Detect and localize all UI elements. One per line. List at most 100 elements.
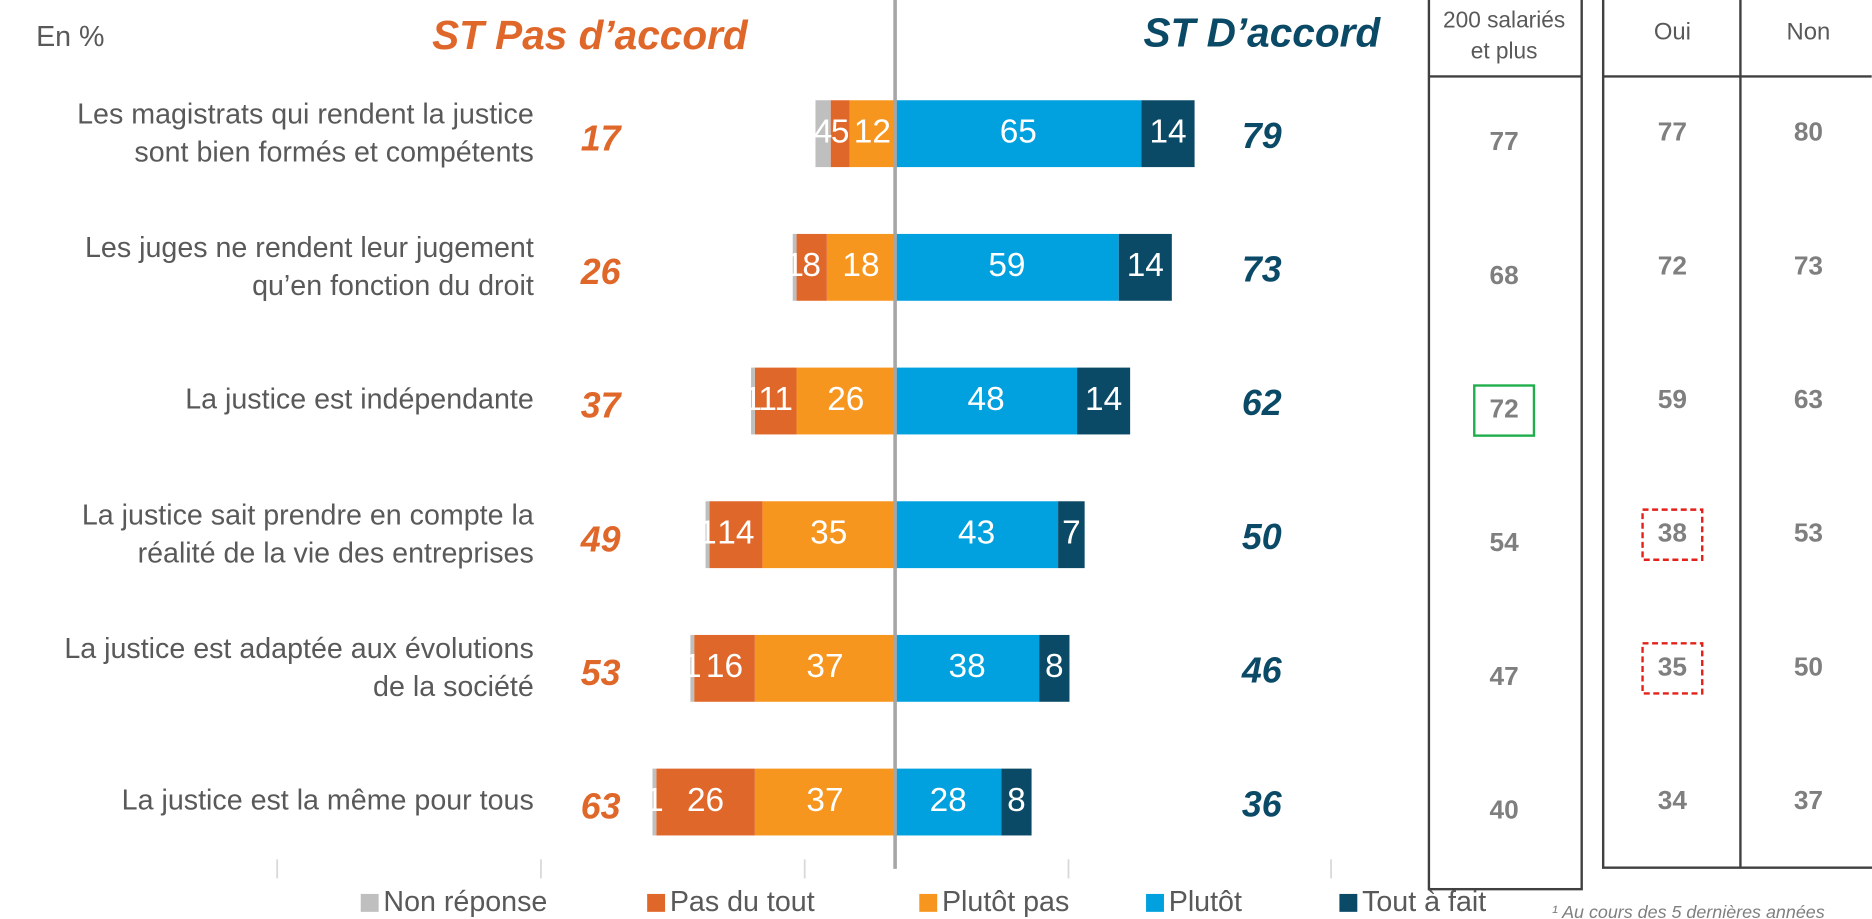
bar-segment bbox=[1001, 768, 1032, 836]
category-label: La justice sait prendre en compte la bbox=[82, 499, 534, 531]
bar-segment bbox=[830, 100, 850, 168]
right-total: 46 bbox=[1241, 651, 1283, 691]
bar-segment bbox=[1058, 501, 1085, 569]
table-value: 72 bbox=[1490, 394, 1519, 424]
right-total: 36 bbox=[1242, 784, 1283, 824]
bar-value-label: 1 bbox=[645, 782, 664, 819]
axis-ticks bbox=[276, 859, 1332, 879]
category-label: La justice est indépendante bbox=[185, 384, 534, 416]
table-value: 34 bbox=[1658, 785, 1688, 815]
table-header: Oui bbox=[1654, 19, 1691, 46]
bar-value-label: 16 bbox=[706, 648, 743, 685]
bar-value-label: 1 bbox=[744, 381, 763, 418]
table-value: 54 bbox=[1490, 527, 1520, 557]
bar-segment bbox=[1077, 367, 1131, 435]
bar-segment bbox=[895, 233, 1119, 301]
bar-segment bbox=[690, 634, 695, 702]
bar-value-label: 1 bbox=[698, 515, 717, 552]
bar-value-label: 1 bbox=[683, 648, 702, 685]
bar-value-label: 65 bbox=[1000, 114, 1037, 151]
right-total: 62 bbox=[1242, 383, 1282, 423]
legend-label: Plutôt pas bbox=[942, 886, 1069, 918]
table-value: 37 bbox=[1794, 785, 1823, 815]
bar-value-label: 8 bbox=[802, 247, 821, 284]
table-value: 53 bbox=[1794, 518, 1823, 548]
bar-value-label: 37 bbox=[806, 648, 843, 685]
table-value: 38 bbox=[1658, 518, 1687, 548]
bar-value-label: 26 bbox=[827, 381, 864, 418]
category-label: de la société bbox=[373, 671, 534, 703]
bar-value-label: 18 bbox=[842, 247, 879, 284]
bar-segment bbox=[709, 501, 763, 569]
table-value: 80 bbox=[1794, 117, 1823, 147]
unit-note: En % bbox=[36, 21, 104, 53]
table-value: 40 bbox=[1490, 795, 1519, 825]
legend-label: Plutôt bbox=[1169, 886, 1242, 918]
bar-segment bbox=[895, 367, 1078, 435]
bar-value-label: 38 bbox=[949, 648, 986, 685]
bar-value-label: 5 bbox=[831, 114, 850, 151]
table-frame bbox=[1601, 0, 1872, 869]
bar-value-label: 14 bbox=[1127, 247, 1164, 284]
table-value: 72 bbox=[1658, 250, 1687, 280]
bar-segment bbox=[849, 100, 896, 168]
bar-segment bbox=[754, 367, 797, 435]
bar-segment bbox=[652, 768, 657, 836]
legend-label: Tout à fait bbox=[1362, 886, 1486, 918]
legend-swatch bbox=[1146, 893, 1164, 912]
bar-value-label: 7 bbox=[1062, 515, 1081, 552]
legend-swatch bbox=[647, 893, 666, 912]
bar-segment bbox=[1118, 233, 1172, 301]
bar-segment bbox=[762, 501, 896, 569]
table-frame bbox=[1427, 0, 1583, 891]
left-total: 63 bbox=[581, 787, 621, 827]
bar-value-label: 43 bbox=[958, 515, 995, 552]
bar-segment bbox=[694, 634, 755, 702]
left-total: 17 bbox=[581, 118, 623, 158]
table-header: Non bbox=[1787, 19, 1831, 46]
table-value: 73 bbox=[1794, 250, 1823, 280]
bar-value-label: 12 bbox=[854, 114, 891, 151]
right-total: 73 bbox=[1242, 250, 1282, 290]
legend-swatch bbox=[919, 893, 938, 912]
category-label: qu’en fonction du droit bbox=[252, 270, 534, 302]
category-label: La justice est la même pour tous bbox=[122, 785, 534, 817]
category-label: réalité de la vie des entreprises bbox=[138, 538, 534, 570]
right-total-title: ST D’accord bbox=[1143, 10, 1381, 56]
category-label: La justice est adaptée aux évolutions bbox=[64, 633, 533, 665]
legend-label: Non réponse bbox=[383, 886, 547, 918]
table-value: 63 bbox=[1794, 384, 1823, 414]
bar-value-label: 8 bbox=[1007, 782, 1026, 819]
left-total: 37 bbox=[581, 386, 623, 426]
table-header: 200 salariés bbox=[1443, 6, 1565, 32]
bar-value-label: 14 bbox=[1149, 114, 1186, 151]
bar-segment bbox=[1039, 634, 1070, 702]
bar-segment bbox=[895, 634, 1040, 702]
left-total: 49 bbox=[580, 519, 621, 559]
bar-value-label: 14 bbox=[717, 515, 754, 552]
bar-value-label: 59 bbox=[988, 247, 1025, 284]
bar-segment bbox=[705, 501, 710, 569]
bar-segment bbox=[826, 233, 896, 301]
bar-segment bbox=[895, 768, 1002, 836]
bar-segment bbox=[815, 100, 831, 168]
bar-value-label: 37 bbox=[806, 782, 843, 819]
bar-value-label: 14 bbox=[1085, 381, 1122, 418]
bar-value-label: 1 bbox=[785, 247, 804, 284]
table-value: 35 bbox=[1658, 651, 1687, 681]
bar-segment bbox=[656, 768, 755, 836]
table-header: et plus bbox=[1471, 37, 1538, 63]
footnote: ¹ Au cours des 5 dernières années bbox=[1552, 902, 1825, 919]
bar-segment bbox=[796, 367, 896, 435]
table-value: 50 bbox=[1794, 651, 1823, 681]
bar-segment bbox=[754, 768, 896, 836]
highlight-box bbox=[1641, 642, 1704, 695]
right-total: 50 bbox=[1242, 517, 1282, 557]
bar-segment bbox=[751, 367, 755, 435]
bar-value-label: 26 bbox=[687, 782, 724, 819]
bar-segment bbox=[895, 100, 1142, 168]
bar-value-label: 11 bbox=[758, 381, 793, 418]
highlight-box bbox=[1473, 384, 1536, 437]
bar-segment bbox=[796, 233, 827, 301]
